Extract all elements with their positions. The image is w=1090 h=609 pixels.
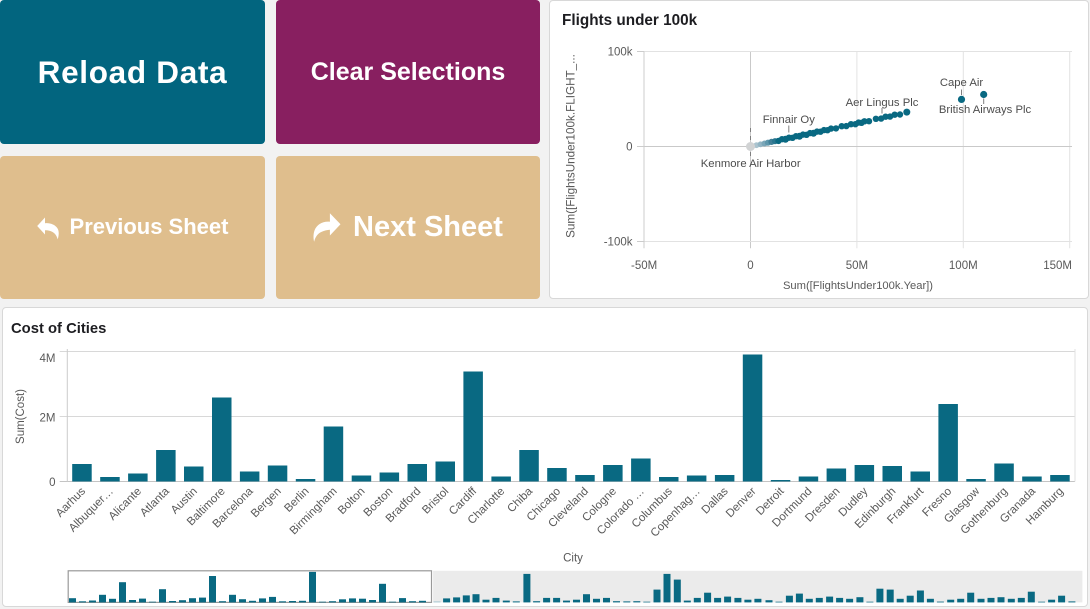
svg-text:0: 0 [49,477,55,489]
svg-text:Sum([FlightsUnder100k.FLIGHT_.: Sum([FlightsUnder100k.FLIGHT_... [565,54,578,238]
svg-text:City: City [563,552,583,564]
svg-text:4M: 4M [40,353,56,365]
svg-text:150M: 150M [1043,260,1072,272]
svg-text:Denver: Denver [724,485,759,520]
svg-text:Finnair Oy: Finnair Oy [763,114,815,126]
svg-text:Bristol: Bristol [420,485,451,516]
svg-text:0: 0 [626,142,632,154]
svg-text:Aer Lingus Plc: Aer Lingus Plc [846,97,919,109]
svg-text:50M: 50M [846,260,868,272]
svg-text:Atlanta: Atlanta [138,485,172,519]
svg-text:Bergen: Bergen [249,485,284,520]
svg-text:Sum(Cost): Sum(Cost) [15,389,27,444]
svg-text:100k: 100k [608,47,633,59]
svg-text:100M: 100M [949,260,978,272]
svg-text:Kenmore Air Harbor: Kenmore Air Harbor [701,158,801,170]
svg-text:Cape Air: Cape Air [940,77,984,89]
svg-text:British Airways Plc: British Airways Plc [939,104,1032,116]
svg-text:2M: 2M [40,413,56,425]
svg-text:-50M: -50M [631,260,657,272]
svg-text:Sum([FlightsUnder100k.Year]): Sum([FlightsUnder100k.Year]) [783,280,933,292]
svg-text:Copenhag…: Copenhag… [649,485,703,539]
svg-text:-100k: -100k [604,237,633,249]
svg-text:0: 0 [747,260,753,272]
